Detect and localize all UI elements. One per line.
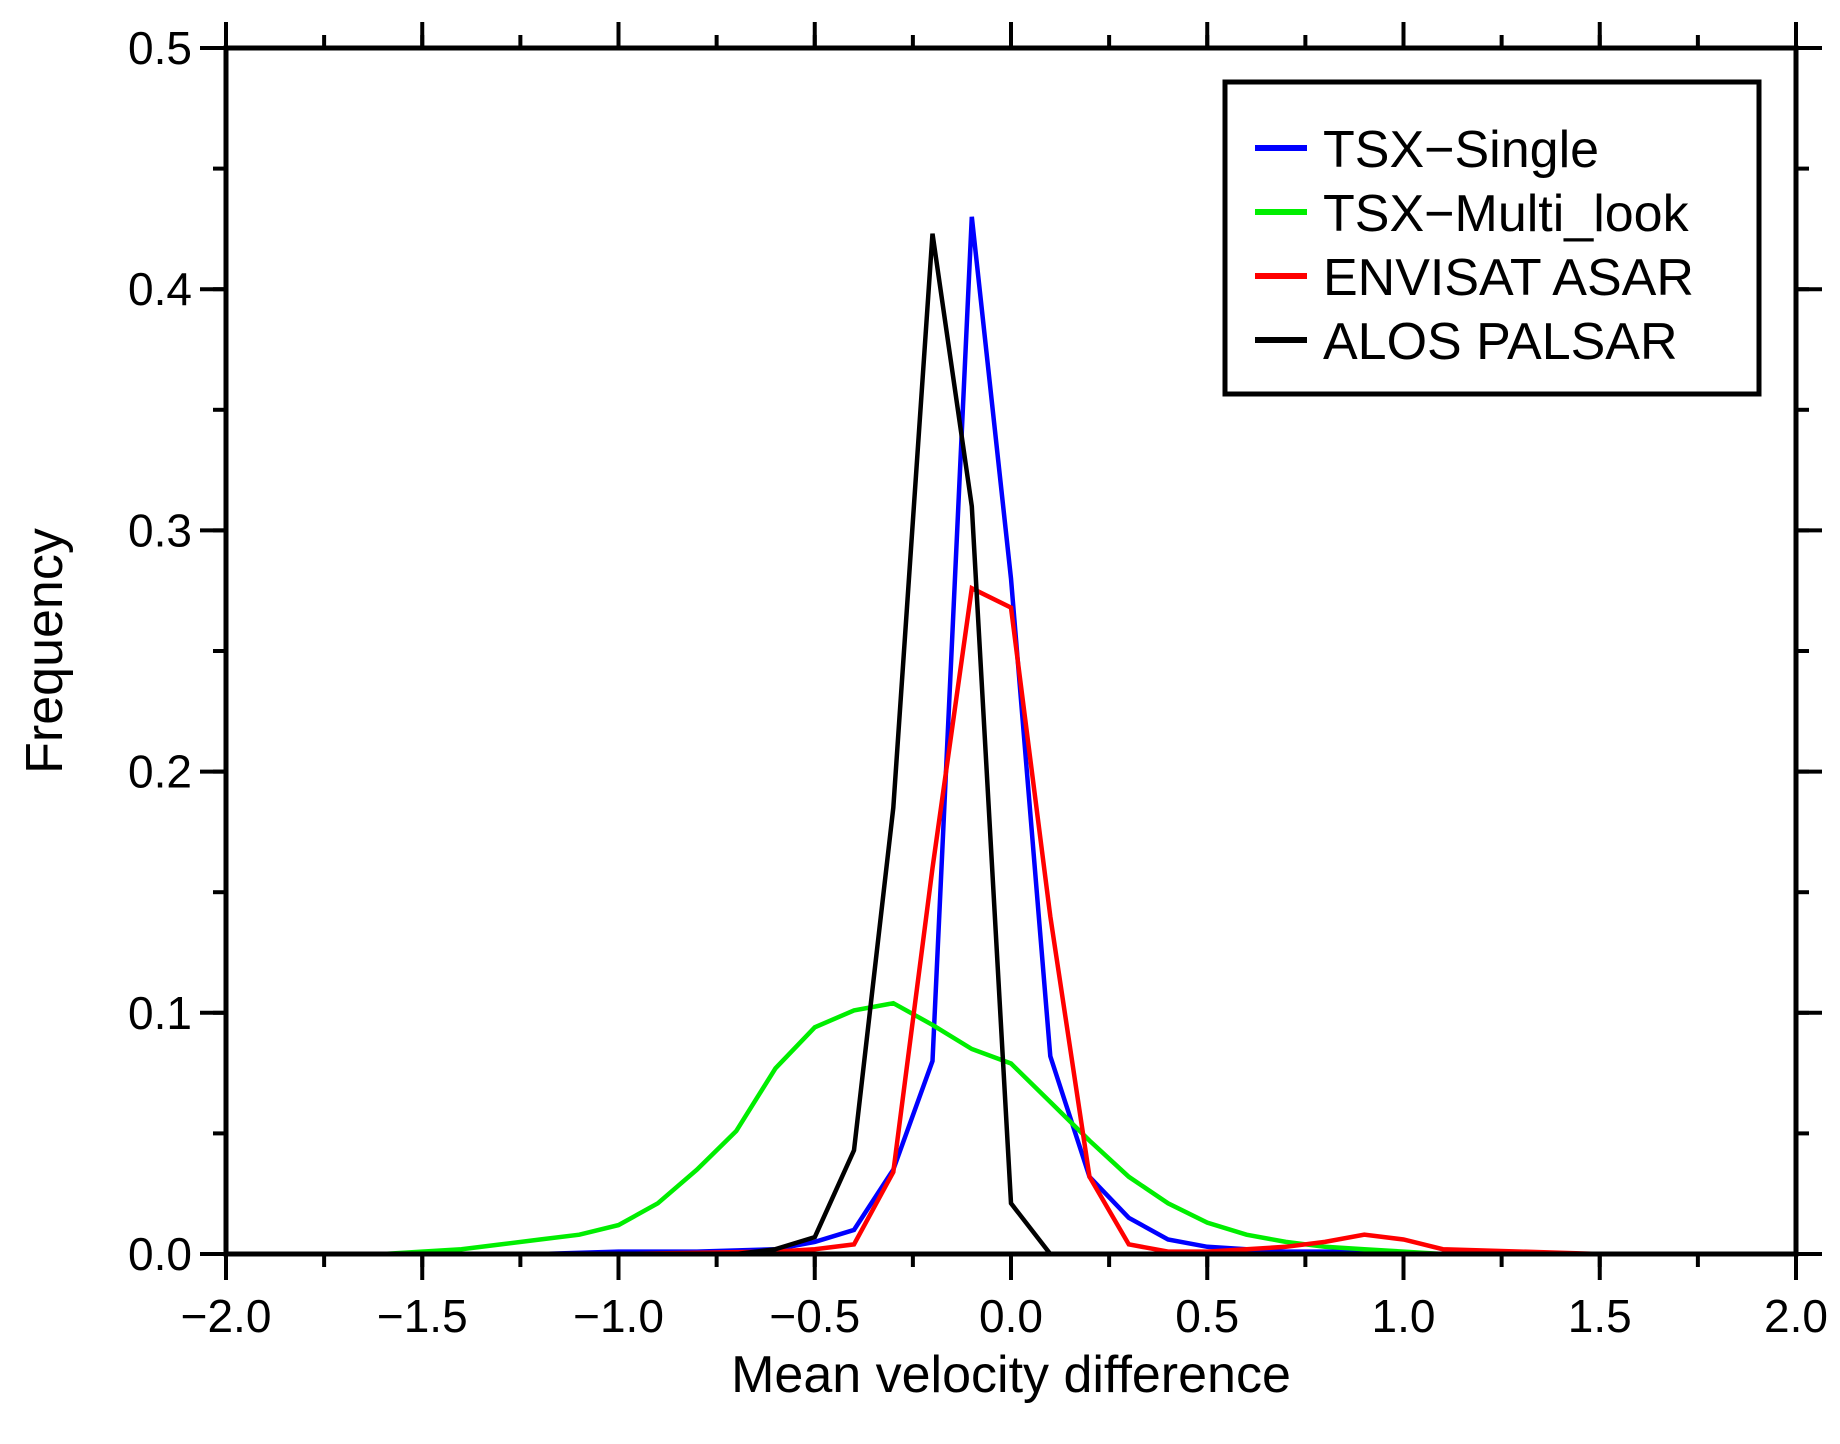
legend: TSX−Single TSX−Multi_look ENVISAT ASAR ALOS… — [1222, 79, 1762, 397]
x-tick-label: −2.0 — [181, 1290, 272, 1342]
y-tick-label: 0.5 — [128, 22, 192, 74]
x-tick-label: 2.0 — [1764, 1290, 1828, 1342]
y-tick-label: 0.3 — [128, 504, 192, 556]
y-tick-label: 0.0 — [128, 1228, 192, 1280]
x-tick-label: 0.5 — [1175, 1290, 1239, 1342]
x-tick-label: 1.0 — [1372, 1290, 1436, 1342]
legend-box — [1222, 79, 1762, 397]
series-line-2 — [226, 584, 1796, 1257]
labels-layer: −2.0 −1.5 −1.0 −0.5 0.0 0.5 1.0 1.5 2.0 0.0 0.1 0.2… — [128, 22, 1828, 1342]
legend-label: TSX−Single — [1323, 121, 1599, 179]
legend-label: ENVISAT ASAR — [1323, 249, 1694, 307]
x-tick-label: −0.5 — [769, 1290, 860, 1342]
x-tick-label: −1.0 — [573, 1290, 664, 1342]
series-line-1 — [226, 1000, 1796, 1257]
x-axis-title: Mean velocity difference — [731, 1346, 1291, 1404]
x-tick-label: −1.5 — [377, 1290, 468, 1342]
x-tick-label: 0.0 — [979, 1290, 1043, 1342]
y-axis-title: Frequency — [16, 528, 74, 774]
x-tick-label: 1.5 — [1568, 1290, 1632, 1342]
legend-label: TSX−Multi_look — [1323, 185, 1690, 243]
y-tick-label: 0.1 — [128, 987, 192, 1039]
plot-frame — [223, 45, 1799, 1257]
y-tick-label: 0.2 — [128, 746, 192, 798]
legend-label: ALOS PALSAR — [1323, 313, 1678, 371]
y-tick-label: 0.4 — [128, 263, 192, 315]
